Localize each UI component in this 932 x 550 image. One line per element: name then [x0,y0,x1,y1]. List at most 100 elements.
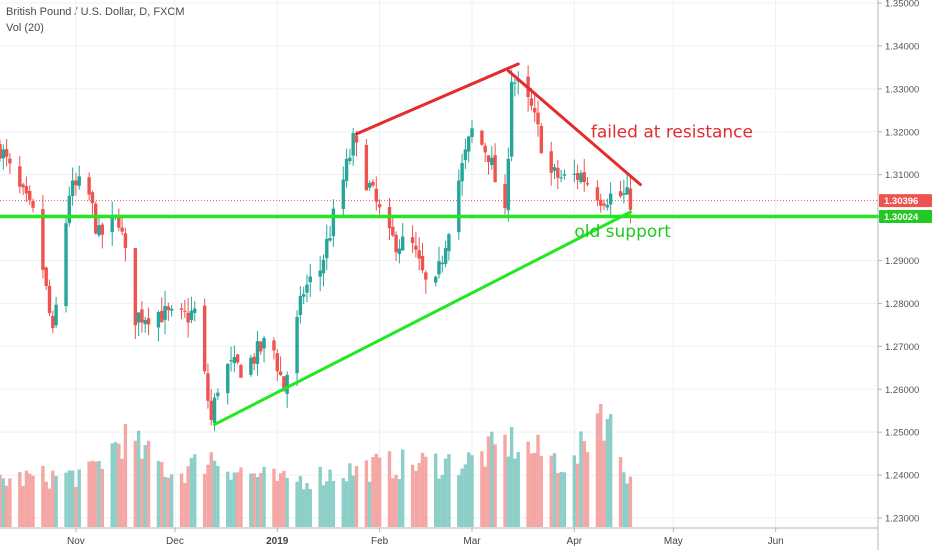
candle [351,127,355,166]
candle-body [206,373,210,401]
candle-body [4,149,9,157]
candle [331,199,336,247]
candle-body [506,158,511,211]
candle [24,176,29,203]
volume-bar [351,475,355,527]
volume-bar [193,454,197,527]
volume-bar [579,431,583,527]
candle-body [136,312,141,323]
volume-bar [143,445,147,527]
candle-body [374,188,378,202]
candle-body [110,214,114,233]
candle [31,198,35,213]
symbol-title: British Pound / U.S. Dollar, D, FXCM [6,6,185,18]
volume-bar [110,443,114,527]
volume-bar [298,475,303,527]
candle-body [486,155,491,163]
volume-bar [539,455,544,527]
y-tick-label: 1.31000 [885,170,919,181]
candle [77,165,81,190]
candle [295,310,299,386]
volume-bar [275,481,279,527]
candle [0,139,2,162]
y-tick-label: 1.28000 [885,299,919,310]
candle-body [41,209,45,270]
candle [533,95,537,123]
candle [275,349,279,381]
candle-body [183,310,187,312]
volume-bar [186,466,190,527]
candle [123,227,128,262]
candle [470,120,474,143]
candle [133,248,138,340]
candle-body [562,174,567,176]
candle-body [622,193,626,195]
candle [47,279,52,317]
candle [572,159,577,183]
last-price-tag [879,194,932,208]
candle-body [229,360,233,362]
candle [562,169,567,180]
candle-body [467,136,471,152]
level-tag-label: 1.30024 [884,212,919,223]
candle [414,231,418,258]
candle-body [579,172,583,183]
candle-body [226,364,230,394]
trendline-upper-rising [354,62,520,136]
candle-body [351,133,355,156]
candle [252,353,256,371]
candle-body [559,177,563,179]
candle-body [364,144,369,191]
candle [552,163,557,180]
volume-bar [51,470,55,527]
candle-body [321,259,326,274]
candle-body [31,200,35,208]
x-tick-label: Apr [567,536,583,547]
volume-bar [533,452,537,527]
candle [229,346,233,372]
candle-body [414,245,418,250]
candle-body [278,371,283,376]
volume-bar [90,460,95,527]
candles [0,65,633,432]
volume-bar [400,449,405,527]
candle-body [100,224,105,235]
candle [325,224,329,271]
annotation-old-support: old support [574,222,671,242]
volume-bar [331,480,336,527]
candle [483,142,487,162]
candle [575,164,580,190]
candle-body [575,173,580,180]
trendlines [0,62,880,426]
candle [136,312,141,337]
volume-bar [97,461,101,527]
candle-body [331,208,336,237]
volume-bar [259,472,263,527]
candle-body [209,400,213,420]
y-tick-label: 1.33000 [885,84,919,95]
volume-bar [255,477,260,527]
x-tick-label: 2019 [266,536,289,547]
volume-bar [470,455,474,527]
candle [87,172,91,201]
candle-body [179,308,184,310]
volume-bar [467,452,471,527]
volume-bar [67,470,72,527]
volume-bar [572,455,577,527]
candle-body [259,341,263,352]
volume-bar [618,457,623,527]
candle [440,255,445,273]
candle-body [18,166,22,187]
volume-bar [202,473,207,527]
volume-bar [374,453,378,527]
candle-body [87,177,91,195]
candle-body [437,261,441,275]
candle [90,190,95,216]
volume-bar [318,466,322,527]
candle-body [239,365,243,378]
candle [608,182,613,217]
candle-body [536,112,540,125]
candle-body [74,180,78,186]
